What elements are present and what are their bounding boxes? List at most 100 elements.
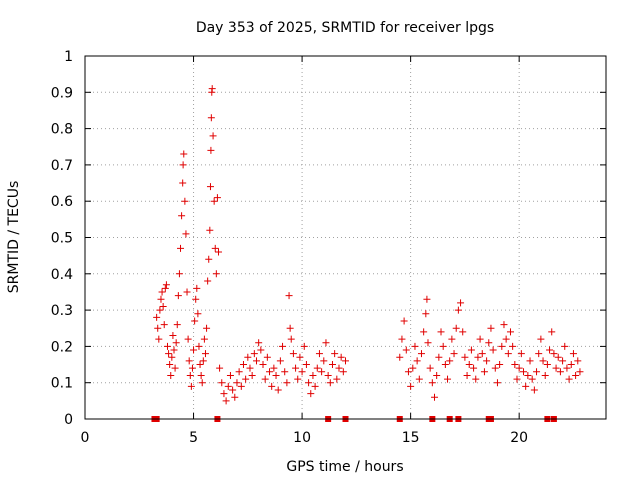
data-point bbox=[535, 350, 543, 358]
data-point bbox=[158, 288, 166, 296]
data-point bbox=[239, 361, 247, 369]
data-point bbox=[548, 328, 556, 336]
y-tick-label: 0.1 bbox=[51, 376, 73, 392]
data-point bbox=[257, 346, 265, 354]
data-point bbox=[474, 353, 482, 361]
x-tick-label: 5 bbox=[189, 430, 198, 446]
data-point bbox=[157, 295, 165, 303]
data-point bbox=[201, 350, 209, 358]
data-point bbox=[182, 230, 190, 238]
data-point bbox=[298, 368, 306, 376]
data-point bbox=[211, 244, 219, 252]
data-point bbox=[197, 371, 205, 379]
data-point bbox=[450, 350, 458, 358]
data-point bbox=[444, 375, 452, 383]
data-point bbox=[448, 335, 456, 343]
data-point bbox=[467, 346, 475, 354]
data-point bbox=[480, 368, 488, 376]
data-point bbox=[207, 114, 215, 122]
data-point bbox=[513, 375, 521, 383]
data-point bbox=[175, 270, 183, 278]
data-point bbox=[216, 364, 224, 372]
data-point bbox=[565, 375, 573, 383]
data-point bbox=[441, 361, 449, 369]
data-point bbox=[552, 364, 560, 372]
data-point bbox=[569, 350, 577, 358]
data-point bbox=[156, 306, 164, 314]
data-point bbox=[204, 277, 212, 285]
data-point bbox=[483, 357, 491, 365]
data-point bbox=[215, 248, 223, 256]
data-point bbox=[205, 255, 213, 263]
data-point bbox=[281, 368, 289, 376]
data-point bbox=[194, 310, 202, 318]
chart-title: Day 353 of 2025, SRMTID for receiver lpg… bbox=[196, 20, 494, 36]
data-point bbox=[179, 161, 187, 169]
y-tick-label: 0.5 bbox=[51, 231, 73, 247]
data-point bbox=[502, 335, 510, 343]
data-point bbox=[463, 371, 471, 379]
data-point bbox=[478, 350, 486, 358]
data-point bbox=[543, 361, 551, 369]
data-point bbox=[320, 357, 328, 365]
data-point bbox=[530, 386, 538, 394]
data-point bbox=[185, 357, 193, 365]
data-point bbox=[199, 357, 207, 365]
data-point bbox=[428, 379, 436, 387]
data-point bbox=[328, 361, 336, 369]
data-point bbox=[520, 368, 528, 376]
data-point bbox=[276, 357, 284, 365]
data-point bbox=[409, 364, 417, 372]
data-point bbox=[539, 357, 547, 365]
data-point bbox=[435, 353, 443, 361]
data-point bbox=[183, 288, 191, 296]
data-point bbox=[433, 371, 441, 379]
data-point bbox=[207, 146, 215, 154]
data-point bbox=[572, 371, 580, 379]
data-point bbox=[437, 328, 445, 336]
data-point bbox=[161, 284, 169, 292]
data-point bbox=[210, 197, 218, 205]
data-point bbox=[187, 382, 195, 390]
data-point bbox=[272, 371, 280, 379]
data-point bbox=[286, 324, 294, 332]
data-point bbox=[563, 364, 571, 372]
data-point bbox=[459, 328, 467, 336]
data-point bbox=[196, 361, 204, 369]
data-point bbox=[195, 342, 203, 350]
data-point bbox=[309, 371, 317, 379]
y-tick-label: 0.8 bbox=[51, 122, 73, 138]
data-point bbox=[186, 371, 194, 379]
data-point bbox=[420, 328, 428, 336]
data-point bbox=[504, 350, 512, 358]
data-point bbox=[169, 332, 177, 340]
data-point bbox=[252, 357, 260, 365]
data-point bbox=[163, 342, 171, 350]
data-point bbox=[315, 350, 323, 358]
data-point bbox=[233, 379, 241, 387]
data-point bbox=[517, 350, 525, 358]
data-point bbox=[522, 382, 530, 390]
data-point bbox=[160, 321, 168, 329]
data-point bbox=[198, 379, 206, 387]
data-point bbox=[559, 357, 567, 365]
data-point bbox=[333, 375, 341, 383]
data-point bbox=[335, 364, 343, 372]
data-point bbox=[454, 306, 462, 314]
data-point bbox=[300, 342, 308, 350]
data-point bbox=[415, 375, 423, 383]
y-tick-label: 0.9 bbox=[51, 85, 73, 101]
data-point bbox=[404, 368, 412, 376]
y-tick-label: 1 bbox=[64, 49, 73, 65]
data-point bbox=[461, 353, 469, 361]
data-point bbox=[235, 368, 243, 376]
data-point bbox=[292, 364, 300, 372]
data-point bbox=[181, 197, 189, 205]
data-point bbox=[574, 357, 582, 365]
data-point bbox=[180, 150, 188, 158]
y-tick-label: 0.7 bbox=[51, 158, 73, 174]
data-point bbox=[209, 132, 217, 140]
data-point bbox=[162, 281, 170, 289]
data-point bbox=[167, 371, 175, 379]
